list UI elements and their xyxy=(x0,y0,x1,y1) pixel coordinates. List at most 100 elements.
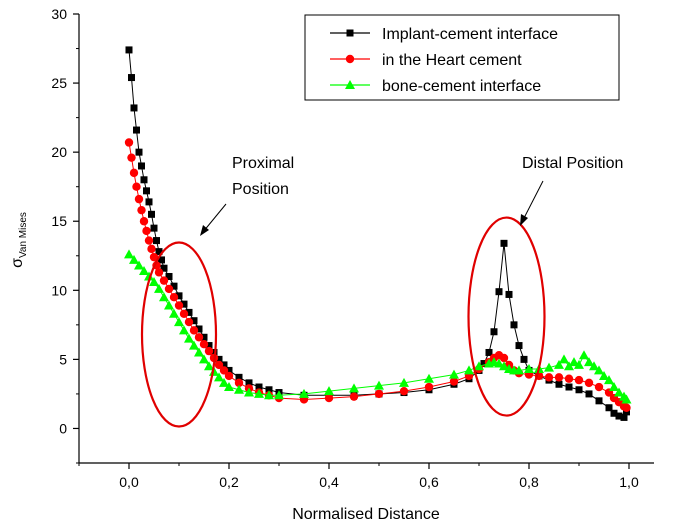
legend-label: in the Heart cement xyxy=(382,52,522,69)
data-point xyxy=(204,361,214,371)
data-point xyxy=(510,321,518,329)
data-point xyxy=(154,283,164,293)
data-point xyxy=(474,361,484,371)
data-point xyxy=(569,357,579,367)
data-point xyxy=(265,386,273,394)
x-tick-label: 0,0 xyxy=(119,474,139,490)
data-point xyxy=(174,317,184,327)
data-point xyxy=(515,342,523,350)
data-point xyxy=(349,383,359,393)
x-tick-label: 0,4 xyxy=(319,474,339,490)
data-point xyxy=(485,348,493,356)
data-point xyxy=(574,359,584,369)
data-point xyxy=(559,354,569,364)
annotation-arrow xyxy=(522,180,544,221)
data-point xyxy=(180,300,188,308)
data-point xyxy=(245,379,253,387)
data-point xyxy=(130,104,138,112)
annotation-label: Position xyxy=(232,181,289,198)
legend-marker xyxy=(345,54,355,64)
data-point xyxy=(449,377,459,386)
data-point xyxy=(264,390,274,400)
series-3 xyxy=(124,249,632,404)
data-point xyxy=(584,378,594,388)
legend-label: Implant-cement interface xyxy=(382,26,558,43)
data-point xyxy=(254,388,264,398)
data-point xyxy=(349,392,359,401)
y-axis-label-sub: Van Mises xyxy=(18,212,29,258)
y-tick-label: 0 xyxy=(59,420,67,436)
data-point xyxy=(169,293,179,302)
data-point xyxy=(149,252,159,262)
x-tick-label: 1,0 xyxy=(619,474,639,490)
y-tick-label: 25 xyxy=(51,75,67,91)
data-point xyxy=(299,388,309,398)
data-point xyxy=(204,346,214,356)
legend-marker xyxy=(345,80,355,89)
data-point xyxy=(219,366,229,375)
data-point xyxy=(140,176,148,184)
data-point xyxy=(158,256,165,264)
data-point xyxy=(224,371,234,381)
x-axis-label: Normalised Distance xyxy=(292,506,440,523)
data-point xyxy=(165,272,173,280)
data-point xyxy=(564,374,574,383)
x-tick-label: 0,6 xyxy=(419,474,439,490)
data-point xyxy=(524,364,534,374)
data-point xyxy=(124,249,134,259)
data-point xyxy=(274,390,284,400)
data-point xyxy=(424,373,434,383)
data-point xyxy=(494,358,504,368)
x-tick-label: 0,8 xyxy=(519,474,539,490)
annotation-label: Proximal xyxy=(232,155,294,172)
data-point xyxy=(137,205,146,215)
data-point xyxy=(324,393,334,403)
data-point xyxy=(224,382,234,392)
data-point xyxy=(234,384,244,394)
data-point xyxy=(164,284,174,294)
data-point xyxy=(585,390,593,398)
data-point xyxy=(235,373,243,381)
y-tick-label: 5 xyxy=(59,351,67,367)
data-point xyxy=(564,361,574,371)
data-point xyxy=(574,375,584,385)
data-point xyxy=(129,168,139,178)
data-point xyxy=(620,413,628,421)
data-point xyxy=(621,394,632,404)
data-point xyxy=(520,355,528,363)
legend-box xyxy=(304,14,620,101)
data-point xyxy=(604,375,614,385)
data-point xyxy=(155,248,163,256)
data-point xyxy=(148,210,155,218)
data-point xyxy=(164,300,174,310)
arrow-head xyxy=(520,214,528,226)
series-2 xyxy=(124,138,631,412)
data-point xyxy=(594,365,604,375)
data-point xyxy=(142,226,151,236)
y-axis-label-main: σ xyxy=(9,258,26,268)
data-point xyxy=(134,194,144,204)
legend-marker xyxy=(346,29,354,37)
data-point xyxy=(220,361,228,369)
data-point xyxy=(499,353,509,363)
data-point xyxy=(179,309,189,318)
y-axis-ticks: 0 5 10 15 20 25 30 xyxy=(51,6,79,464)
plot-frame xyxy=(78,14,654,464)
data-point xyxy=(145,198,153,206)
data-point xyxy=(174,301,184,310)
proximal-ellipse xyxy=(140,241,218,428)
data-point xyxy=(499,361,509,371)
data-point xyxy=(374,389,384,399)
data-point xyxy=(124,138,134,147)
data-point xyxy=(189,340,199,350)
data-point xyxy=(127,153,136,162)
data-point xyxy=(575,386,583,394)
data-point xyxy=(579,350,589,360)
data-point xyxy=(480,360,488,368)
data-point xyxy=(399,386,409,396)
data-point xyxy=(160,264,168,272)
data-point xyxy=(589,361,599,371)
data-point xyxy=(505,290,513,298)
data-point xyxy=(184,333,194,343)
distal-ellipse xyxy=(467,216,546,417)
